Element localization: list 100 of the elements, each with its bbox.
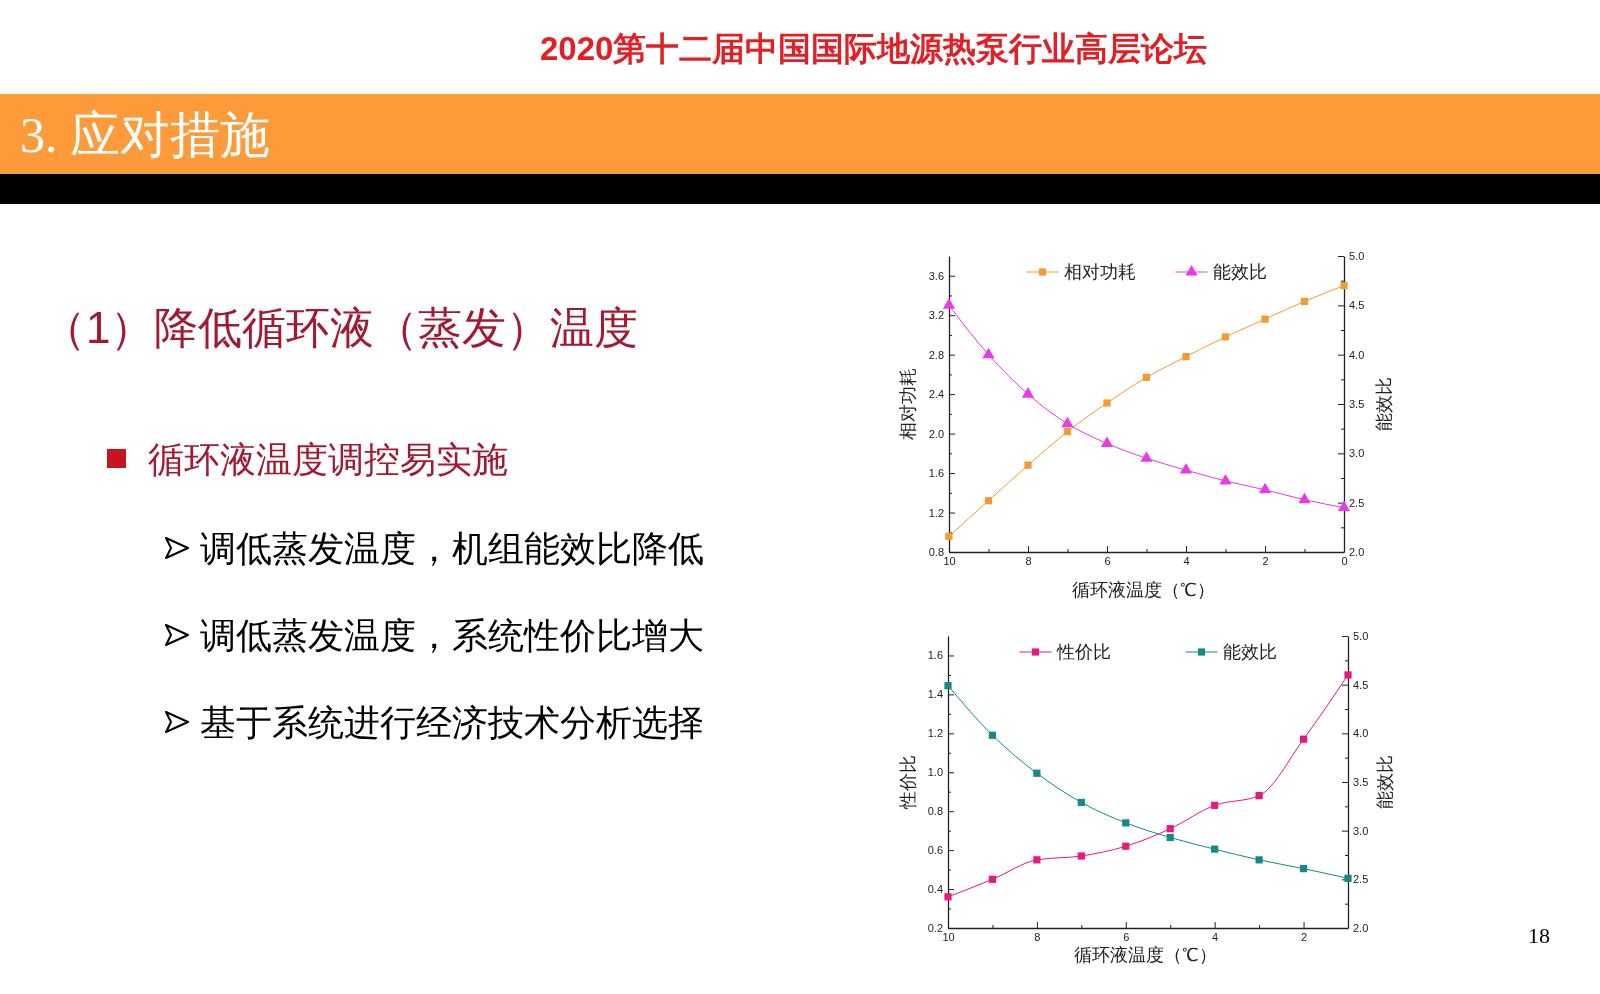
point [1182, 353, 1190, 361]
y-tick-label: 1.2 [927, 727, 943, 740]
point [1140, 451, 1153, 462]
point [1337, 500, 1351, 512]
y2-tick-label: 3.0 [1353, 824, 1369, 837]
point [1261, 315, 1269, 323]
point [988, 875, 997, 883]
point [1344, 874, 1352, 882]
y-tick-label: 1.6 [927, 649, 943, 662]
point [1103, 399, 1111, 407]
x-tick-label: 0 [1341, 554, 1348, 567]
point [1211, 845, 1219, 853]
point [1340, 281, 1348, 290]
text: 调低蒸发温度，机组能效比降低 [200, 528, 704, 569]
point [1077, 798, 1085, 807]
legend-label: 相对功耗 [1063, 262, 1136, 283]
point [1077, 852, 1085, 860]
x-tick-label: 6 [1123, 930, 1130, 943]
y2-tick-label: 5.0 [1353, 630, 1369, 643]
y-tick-label: 0.2 [927, 922, 943, 935]
point [1211, 801, 1219, 809]
text: 2020第十二届中国国际地源热泵行业高层论坛 [540, 30, 1208, 67]
point [1258, 482, 1272, 494]
point [988, 731, 997, 739]
y2-tick-label: 4.0 [1349, 348, 1365, 361]
point [944, 893, 952, 901]
y2-tick-label: 2.0 [1353, 922, 1369, 935]
point [1179, 463, 1193, 474]
y-tick-label: 2.8 [928, 348, 944, 361]
legend-label: 能效比 [1222, 642, 1277, 663]
point [1024, 461, 1032, 469]
y-tick-label: 1.6 [928, 467, 944, 480]
x-tick-label: 10 [943, 554, 956, 567]
y-axis-title: 相对功耗 [898, 368, 919, 440]
y2-tick-label: 2.0 [1349, 546, 1365, 559]
y-axis-title: 性价比 [898, 755, 919, 810]
point [944, 682, 952, 690]
point [1219, 473, 1232, 485]
y-tick-label: 2.0 [928, 427, 944, 440]
y-tick-label: 1.0 [927, 766, 943, 779]
y-tick-label: 0.8 [928, 546, 944, 559]
text: 调低蒸发温度，系统性价比增大 [200, 615, 704, 656]
point [1298, 492, 1311, 504]
point [1299, 865, 1308, 873]
y-tick-label: 0.4 [927, 883, 943, 896]
y-tick-label: 2.4 [928, 388, 944, 401]
x-axis-title: 循环液温度（℃） [1072, 580, 1215, 600]
y2-tick-label: 2.5 [1349, 496, 1365, 509]
x-tick-label: 8 [1025, 554, 1032, 567]
y-tick-label: 0.8 [927, 805, 943, 818]
x-axis-title: 循环液温度（℃） [1073, 945, 1217, 965]
point [1142, 373, 1151, 381]
x-tick-label: 10 [942, 930, 955, 943]
text: 18 [1528, 923, 1550, 948]
point [1255, 792, 1263, 800]
point [942, 298, 956, 309]
y-tick-label: 1.2 [928, 506, 944, 519]
text: 循环液温度调控易实施 [148, 439, 508, 480]
y2-tick-label: 2.5 [1353, 873, 1369, 886]
y2-axis-title: 能效比 [1374, 377, 1395, 431]
point [1033, 769, 1041, 777]
point [1033, 856, 1041, 864]
text: 3. 应对措施 [20, 107, 270, 163]
point [1166, 833, 1174, 842]
point [1300, 297, 1309, 305]
y2-tick-label: 5.0 [1349, 250, 1365, 263]
point [1255, 856, 1263, 864]
y2-tick-label: 3.5 [1349, 398, 1365, 411]
x-tick-label: 4 [1212, 930, 1219, 943]
y2-tick-label: 3.0 [1349, 447, 1365, 460]
point [1122, 819, 1130, 827]
y-tick-label: 3.2 [928, 309, 944, 322]
x-tick-label: 2 [1300, 930, 1308, 943]
y2-tick-label: 3.5 [1353, 776, 1369, 789]
y2-tick-label: 4.0 [1353, 727, 1369, 740]
point [1166, 825, 1174, 833]
point [1061, 416, 1074, 428]
point [982, 347, 995, 359]
point [1344, 671, 1352, 679]
point [984, 497, 993, 505]
point [1100, 436, 1114, 447]
x-tick-label: 2 [1262, 554, 1269, 567]
point [945, 532, 953, 540]
x-tick-label: 8 [1034, 930, 1041, 943]
point [1063, 428, 1072, 436]
legend-label: 能效比 [1212, 262, 1267, 283]
point [1299, 735, 1308, 743]
y2-tick-label: 4.5 [1349, 299, 1365, 312]
y-tick-label: 0.6 [927, 844, 943, 857]
y2-tick-label: 4.5 [1353, 678, 1369, 691]
text: 基于系统进行经济技术分析选择 [200, 702, 704, 743]
legend-label: 性价比 [1055, 642, 1111, 663]
point [1221, 333, 1230, 341]
x-tick-label: 4 [1183, 554, 1190, 567]
y-tick-label: 3.6 [928, 269, 944, 282]
text: （1）降低循环液（蒸发）温度 [42, 303, 639, 352]
point [1122, 842, 1130, 850]
y2-axis-title: 能效比 [1375, 755, 1396, 809]
y-tick-label: 1.4 [927, 688, 943, 701]
point [1021, 387, 1035, 398]
